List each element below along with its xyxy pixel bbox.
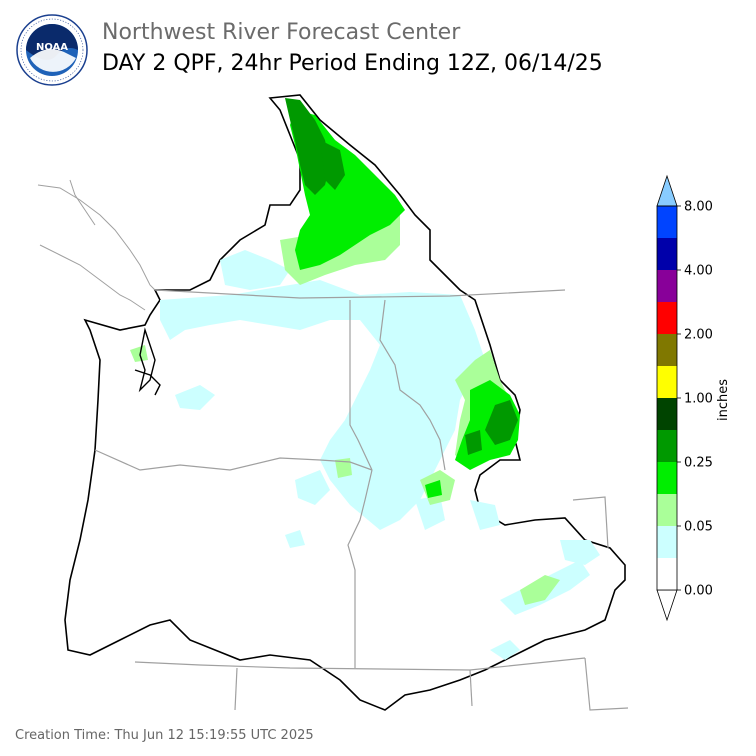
puget-sound (134, 327, 161, 396)
basin-area (64, 94, 626, 711)
coastline-canada (37, 179, 156, 311)
legend-units-label: inches (716, 378, 731, 422)
forecast-center-name: Northwest River Forecast Center (102, 20, 461, 45)
creation-time: Creation Time: Thu Jun 12 15:19:55 UTC 2… (15, 728, 314, 743)
logo-text: NOAA (36, 42, 68, 53)
state-borders (94, 289, 629, 711)
noaa-logo-icon: NOAA (16, 14, 88, 86)
precip-band-trace (160, 250, 600, 660)
map-title: DAY 2 QPF, 24hr Period Ending 12Z, 06/14… (102, 51, 603, 76)
precip-band-heavy (285, 98, 518, 455)
